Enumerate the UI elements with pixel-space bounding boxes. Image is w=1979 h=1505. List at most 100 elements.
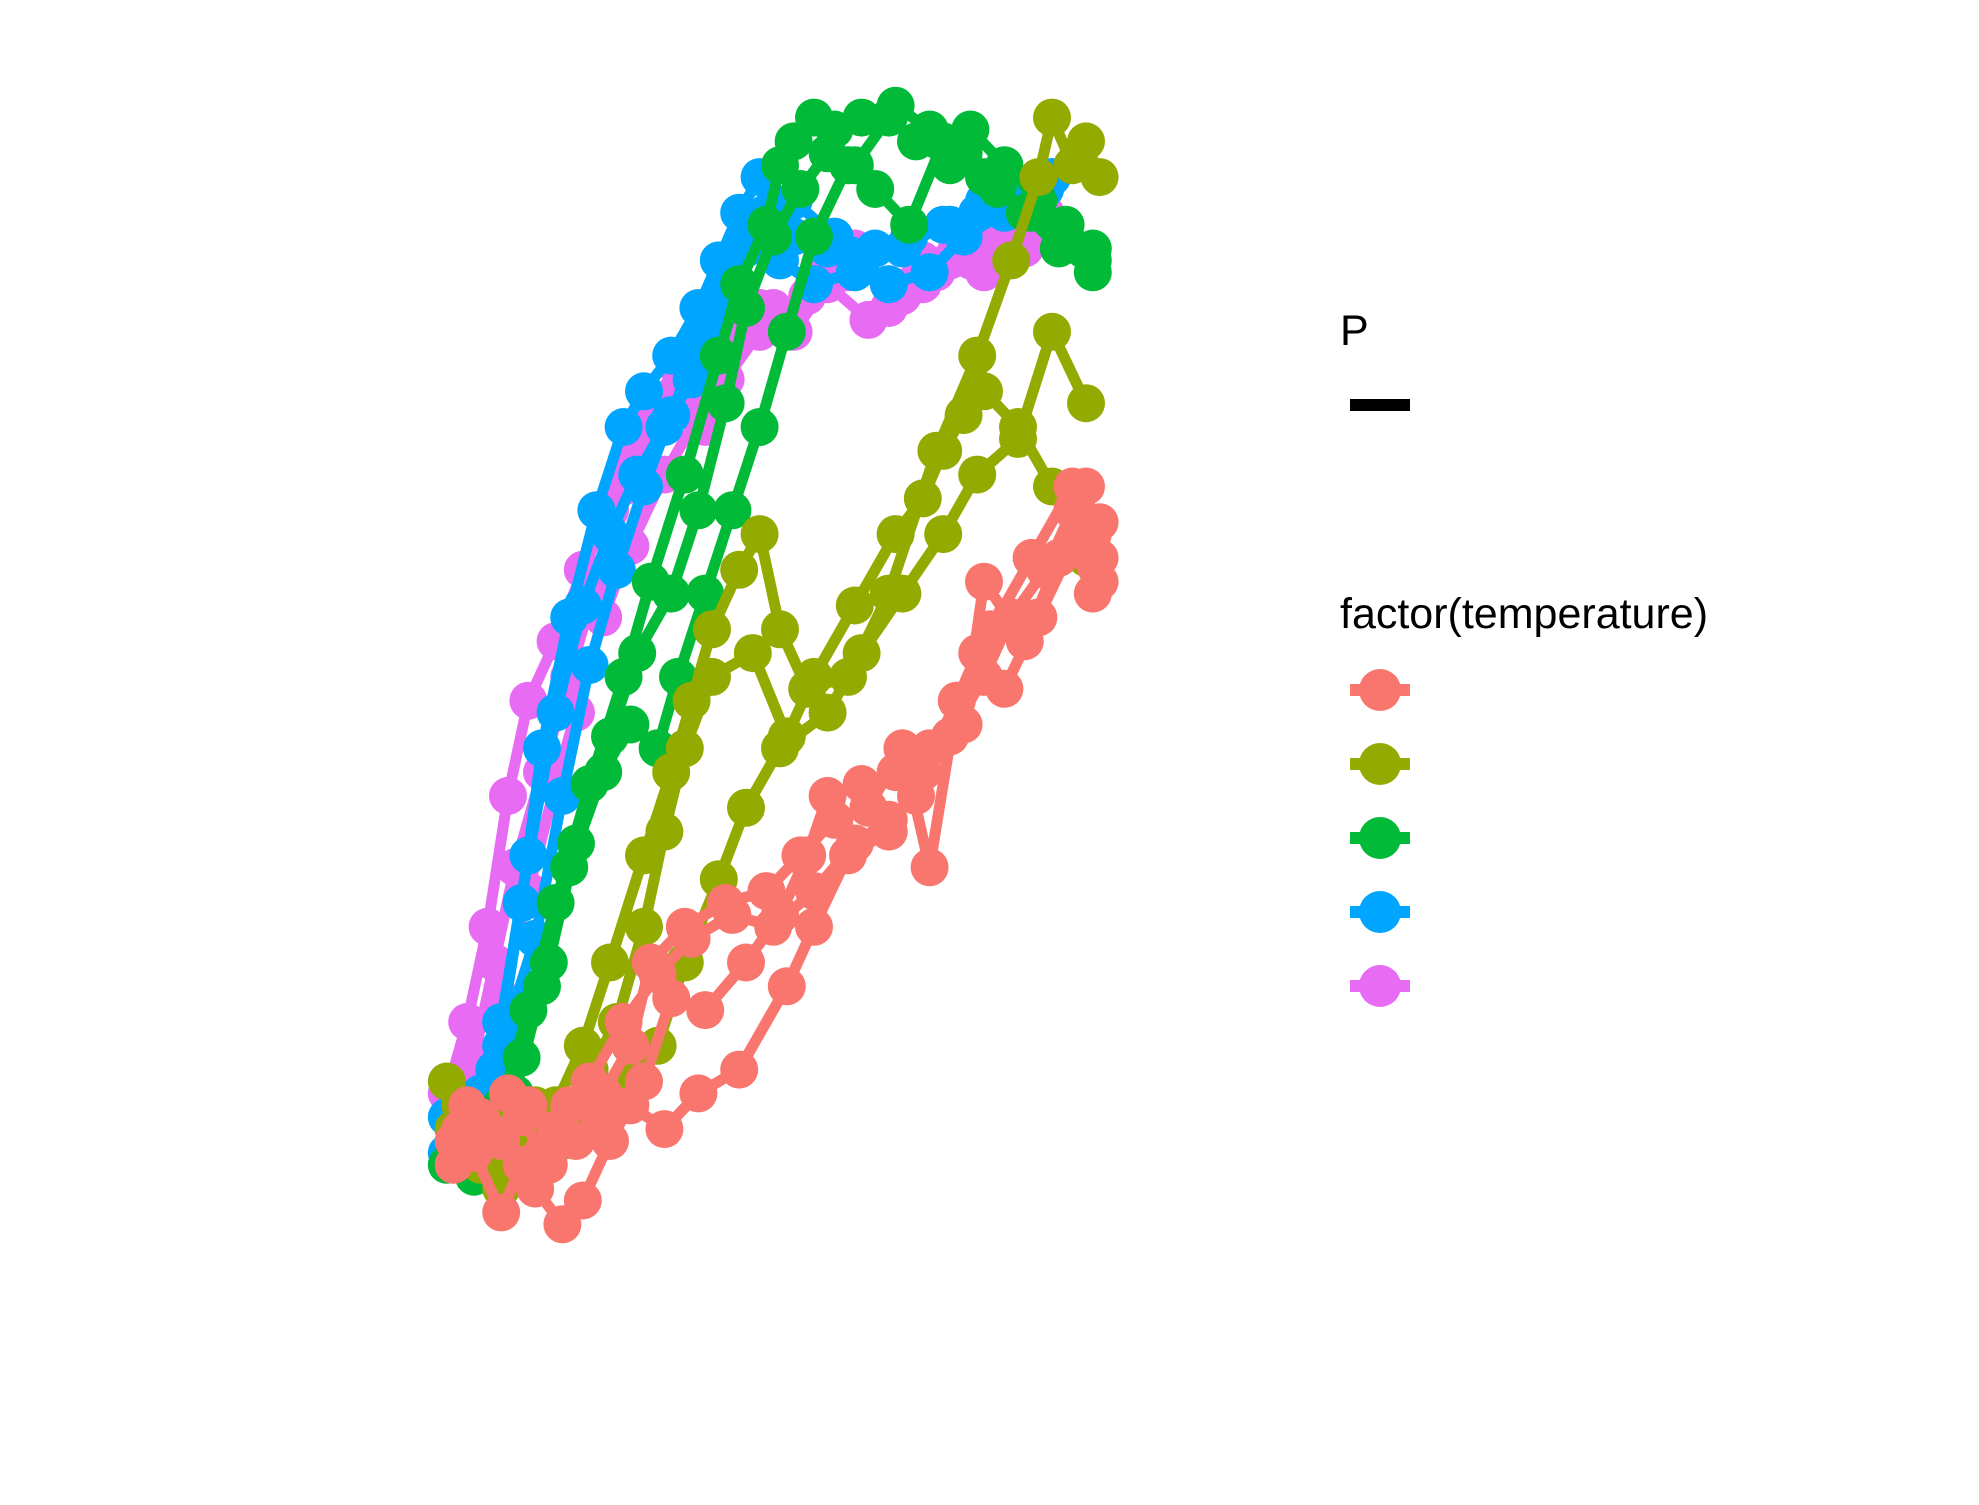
data-point-7-12 xyxy=(761,729,799,768)
data-point-10-14 xyxy=(795,217,833,256)
data-point-3-20 xyxy=(1019,598,1058,637)
data-point-9-10 xyxy=(706,384,745,423)
data-point-10-20 xyxy=(985,146,1024,185)
data-point-3-15 xyxy=(883,729,922,768)
data-point-6-14 xyxy=(795,657,833,696)
data-point-12-7 xyxy=(591,515,629,554)
legend-key-dot-3 xyxy=(1359,817,1401,859)
data-point-9-17 xyxy=(897,122,935,161)
data-point-12-17 xyxy=(869,265,908,304)
data-point-12-4 xyxy=(509,836,548,875)
data-point-11-8 xyxy=(604,408,643,446)
data-point-9-13 xyxy=(781,170,820,208)
data-point-9-16 xyxy=(869,98,908,137)
data-point-4-16 xyxy=(931,717,969,756)
data-point-6-18 xyxy=(924,431,963,470)
data-point-9-11 xyxy=(727,289,765,327)
data-point-7-20 xyxy=(1067,384,1105,423)
data-point-7-13 xyxy=(808,693,847,732)
data-point-4-15 xyxy=(897,776,935,815)
data-point-10-22 xyxy=(1046,205,1085,244)
data-point-10-10 xyxy=(686,574,725,613)
data-point-4-12 xyxy=(795,872,833,911)
data-point-4-5 xyxy=(536,1110,575,1149)
data-point-5-7 xyxy=(591,943,629,982)
data-point-1-7 xyxy=(563,1181,602,1220)
data-point-11-9 xyxy=(625,372,663,411)
data-point-4-4 xyxy=(509,1086,548,1125)
data-point-4-6 xyxy=(570,1062,609,1101)
data-point-6-15 xyxy=(835,586,874,625)
data-point-1-3 xyxy=(482,1193,521,1232)
data-point-2-7 xyxy=(625,1062,663,1101)
data-point-7-15 xyxy=(883,574,922,613)
data-point-5-12 xyxy=(720,550,759,589)
data-point-4-9 xyxy=(672,919,711,958)
legend-key-dot-1 xyxy=(1359,669,1401,711)
data-point-9-8 xyxy=(652,574,691,613)
data-point-10-5 xyxy=(550,848,589,887)
data-point-7-17 xyxy=(958,455,997,494)
data-point-10-17 xyxy=(890,205,929,244)
data-point-2-10 xyxy=(727,943,765,982)
data-point-8-9 xyxy=(665,455,704,494)
data-point-4-10 xyxy=(713,895,752,934)
data-point-13-9 xyxy=(652,396,691,435)
data-point-12-6 xyxy=(563,586,602,625)
data-point-6-10 xyxy=(665,729,704,768)
data-point-6-9 xyxy=(645,812,684,851)
data-point-10-15 xyxy=(829,146,867,185)
data-point-7-16 xyxy=(924,515,963,554)
data-point-1-11 xyxy=(679,1074,718,1113)
legend-keys-color xyxy=(1350,669,1410,1007)
data-point-5-20 xyxy=(992,241,1031,280)
data-point-7-14 xyxy=(842,634,881,673)
data-point-12-5 xyxy=(536,693,575,732)
data-point-10-16 xyxy=(856,170,895,208)
data-point-5-22 xyxy=(1033,98,1071,137)
data-point-3-4 xyxy=(529,1145,568,1184)
data-point-13-16 xyxy=(842,241,881,280)
data-point-4-1 xyxy=(434,1145,473,1184)
data-point-4-13 xyxy=(835,824,874,863)
data-point-1-12 xyxy=(720,1050,759,1089)
data-point-10-6 xyxy=(584,753,623,792)
data-point-10-19 xyxy=(951,110,990,149)
data-point-5-25 xyxy=(1080,158,1119,197)
data-point-3-12 xyxy=(781,836,820,875)
data-point-4-3 xyxy=(482,1122,521,1160)
plot-panel xyxy=(427,86,1119,1244)
data-point-1-13 xyxy=(767,967,806,1006)
legend-title-color: factor(temperature) xyxy=(1340,590,1708,638)
data-point-2-9 xyxy=(686,991,725,1030)
data-point-13-8 xyxy=(625,467,663,506)
data-point-5-11 xyxy=(693,610,731,649)
data-point-6-8 xyxy=(625,907,663,946)
data-point-13-18 xyxy=(924,205,963,244)
data-point-3-11 xyxy=(747,872,786,911)
data-point-10-13 xyxy=(767,312,806,351)
data-point-12-18 xyxy=(910,253,949,292)
data-point-10-4 xyxy=(523,967,561,1006)
data-point-2-18 xyxy=(965,562,1003,601)
data-point-5-19 xyxy=(958,336,997,375)
data-point-4-21 xyxy=(1073,515,1112,554)
data-point-7-19 xyxy=(1033,312,1071,351)
legend-key-dot-4 xyxy=(1359,891,1401,933)
data-point-4-22 xyxy=(1080,562,1119,601)
data-point-13-6 xyxy=(570,646,609,684)
data-point-10-7 xyxy=(611,705,650,744)
data-point-4-11 xyxy=(754,907,793,946)
data-point-5-13 xyxy=(740,515,779,554)
data-point-10-11 xyxy=(713,491,752,530)
data-point-3-16 xyxy=(910,848,949,887)
data-point-14-4 xyxy=(489,776,527,815)
data-point-5-24 xyxy=(1067,122,1105,161)
data-point-5-21 xyxy=(1019,158,1058,197)
data-point-4-8 xyxy=(638,955,677,994)
data-point-6-16 xyxy=(876,515,915,554)
data-point-9-7 xyxy=(618,634,657,673)
data-point-10-12 xyxy=(740,408,779,446)
